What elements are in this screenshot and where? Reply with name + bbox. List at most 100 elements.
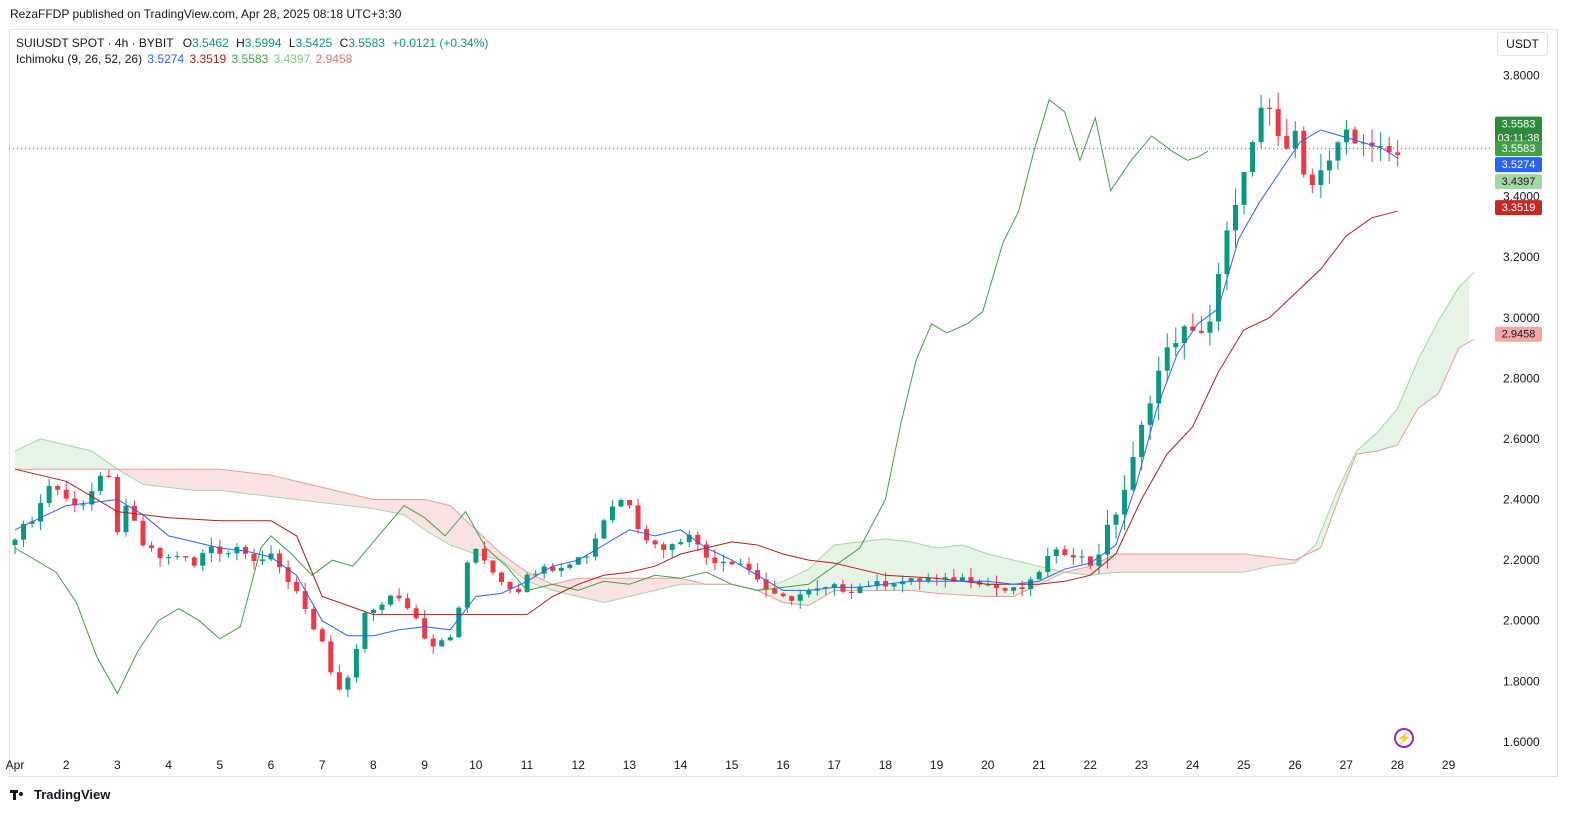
currency-button[interactable]: USDT <box>1497 32 1548 56</box>
lagging-span-line <box>14 98 1209 695</box>
cloud-segment <box>706 538 1070 606</box>
candle-body <box>1139 424 1145 458</box>
candle <box>1361 134 1367 157</box>
candle <box>1070 547 1076 565</box>
candle-body <box>123 505 129 533</box>
x-tick-label: 2 <box>63 758 70 772</box>
candle-body <box>1250 142 1256 173</box>
x-tick-label: 14 <box>674 758 688 772</box>
candle-body <box>925 578 931 581</box>
candle <box>1173 327 1179 357</box>
candle-body <box>1113 514 1119 525</box>
candle <box>1062 545 1068 557</box>
candle-body <box>1173 343 1179 348</box>
candle <box>106 469 112 479</box>
x-tick-label: 28 <box>1391 758 1405 772</box>
candle <box>848 583 854 599</box>
x-tick-label: 9 <box>421 758 428 772</box>
y-tick-label: 1.8000 <box>1503 674 1540 688</box>
candle <box>260 550 266 566</box>
price-tag-bg <box>1495 157 1542 173</box>
candle-body <box>12 539 18 545</box>
candle-body <box>174 556 180 558</box>
symbol-info[interactable]: SUIUSDT SPOT · 4h · BYBIT <box>16 36 174 50</box>
chart-legend: SUIUSDT SPOT · 4h · BYBIT O3.5462 H3.599… <box>16 35 488 67</box>
candle-body <box>789 596 795 601</box>
candle <box>1369 129 1375 163</box>
candle <box>746 557 752 575</box>
price-tag-bg <box>1495 200 1542 216</box>
candle <box>618 498 624 508</box>
candle <box>627 499 633 509</box>
candle <box>1130 442 1136 492</box>
candle-body <box>1258 107 1264 143</box>
candle-body <box>712 557 718 564</box>
candle <box>601 518 607 540</box>
candle-body <box>268 553 274 560</box>
candle-body <box>1326 160 1332 171</box>
price-tag-bg <box>1495 326 1542 342</box>
footer-brand-text: TradingView <box>34 787 111 802</box>
candle-body <box>166 556 172 559</box>
candle <box>413 604 419 620</box>
open-label: O <box>182 36 193 50</box>
candle-body <box>277 553 283 568</box>
y-tick-label: 2.4000 <box>1503 493 1540 507</box>
close-value: 3.5583 <box>348 36 385 50</box>
candle-body <box>63 489 69 499</box>
candle-body <box>1130 457 1136 490</box>
candle-body <box>1198 330 1204 333</box>
candle <box>1207 304 1213 346</box>
candle <box>584 554 590 564</box>
candle <box>609 500 615 523</box>
candle-body <box>840 584 846 592</box>
candle-body <box>908 578 914 582</box>
candle <box>524 572 530 593</box>
cloud-segment <box>122 469 707 603</box>
candle-body <box>447 637 453 641</box>
x-tick-label: 12 <box>572 758 586 772</box>
candle <box>328 635 334 675</box>
candle <box>1198 315 1204 335</box>
cloud-segment <box>15 438 123 473</box>
candle-body <box>1335 142 1341 161</box>
y-tick-label: 2.2000 <box>1503 553 1540 567</box>
candle-body <box>1164 347 1170 371</box>
candle <box>362 611 368 653</box>
candle-body <box>541 566 547 574</box>
candle-body <box>89 491 95 505</box>
candle <box>1318 153 1324 199</box>
candle-body <box>609 506 615 521</box>
indicator-name[interactable]: Ichimoku (9, 26, 52, 26) <box>16 52 143 66</box>
candle <box>114 474 120 536</box>
candle-body <box>1284 136 1290 149</box>
candle <box>72 491 78 513</box>
candle <box>823 586 829 596</box>
low-label: L <box>288 36 296 50</box>
price-tag-value: 3.5583 <box>1502 143 1536 155</box>
x-tick-label: 21 <box>1032 758 1046 772</box>
candle-body <box>302 591 308 609</box>
candle-body <box>464 562 470 608</box>
x-tick-label: 6 <box>268 758 275 772</box>
candle-body <box>575 557 581 565</box>
x-tick-label: 10 <box>469 758 483 772</box>
candle <box>780 592 786 598</box>
candle-body <box>481 548 487 561</box>
candle <box>1036 570 1042 580</box>
candle <box>712 549 718 571</box>
candle-body <box>533 573 539 575</box>
candle <box>1215 263 1221 331</box>
candle-body <box>456 607 462 638</box>
candle <box>285 560 291 590</box>
candle <box>1284 118 1290 150</box>
candle-body <box>1104 524 1110 555</box>
candle-body <box>1019 587 1025 590</box>
candle-body <box>80 504 86 506</box>
candle <box>1079 549 1085 566</box>
lightning-icon[interactable]: ⚡ <box>1394 728 1414 748</box>
y-tick-label: 3.0000 <box>1503 311 1540 325</box>
candle-body <box>1309 174 1315 185</box>
candle <box>396 588 402 602</box>
